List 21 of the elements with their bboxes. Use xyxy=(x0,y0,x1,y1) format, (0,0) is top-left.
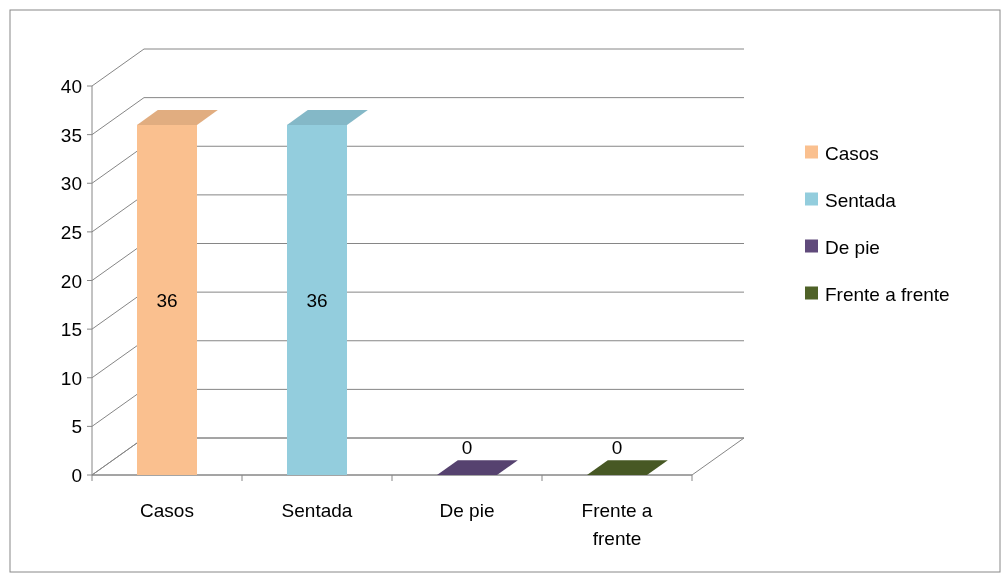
y-tick-label: 15 xyxy=(60,319,82,341)
x-tick-label: Sentada xyxy=(281,500,353,521)
data-label: 36 xyxy=(306,289,328,311)
y-tick-label: 0 xyxy=(71,465,82,486)
legend-label: Casos xyxy=(825,142,879,164)
y-tick-label: 25 xyxy=(60,221,82,243)
y-tick-label: 35 xyxy=(60,124,82,146)
x-tick-label: De pie xyxy=(439,500,495,521)
y-tick-label: 30 xyxy=(60,173,82,195)
legend-label: Frente a frente xyxy=(825,283,950,305)
data-label: 36 xyxy=(156,289,178,311)
legend-label: De pie xyxy=(825,236,880,258)
y-tick-label: 20 xyxy=(60,270,82,292)
y-tick-label: 5 xyxy=(71,416,82,438)
y-tick-label: 40 xyxy=(60,76,82,97)
data-label: 0 xyxy=(461,437,473,459)
x-tick-label: Frente a frente xyxy=(581,500,653,549)
y-tick-label: 10 xyxy=(60,367,82,389)
legend-label: Sentada xyxy=(825,189,897,211)
x-tick-label: Casos xyxy=(140,500,194,521)
data-label: 0 xyxy=(611,437,623,459)
